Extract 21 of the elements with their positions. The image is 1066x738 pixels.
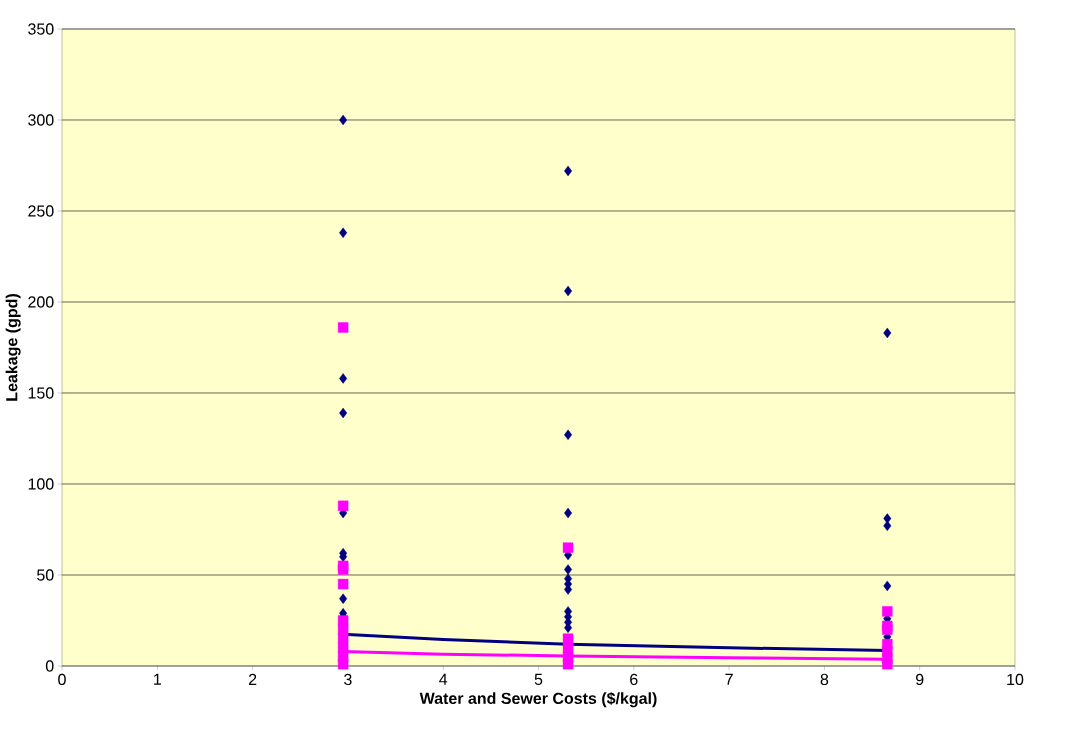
y-tick-label: 300: [28, 114, 54, 126]
y-tick-label: 100: [28, 478, 54, 490]
y-tick-label: 350: [28, 23, 54, 35]
x-tick-label: 1: [154, 673, 161, 685]
x-tick-label: 7: [725, 673, 733, 685]
x-tick-label: 6: [630, 673, 638, 686]
x-tick-label: 4: [439, 673, 448, 685]
x-axis-title: Water and Sewer Costs ($/kgal): [419, 691, 657, 708]
x-tick-label: 2: [248, 673, 257, 685]
x-tick-label: 9: [916, 673, 924, 686]
y-tick-label: 200: [28, 296, 54, 308]
y-tick-label: 150: [28, 387, 54, 399]
x-tick-label: 8: [820, 673, 829, 686]
y-tick-label: 0: [45, 660, 54, 672]
y-axis-title: Leakage (gpd): [5, 294, 21, 401]
y-tick-label: 50: [37, 569, 54, 581]
x-tick-label: 10: [1007, 673, 1024, 686]
x-tick-label: 5: [534, 673, 543, 685]
x-tick-label: 3: [344, 673, 352, 686]
x-tick-label: 0: [58, 673, 66, 686]
y-tick-label: 250: [28, 205, 54, 217]
